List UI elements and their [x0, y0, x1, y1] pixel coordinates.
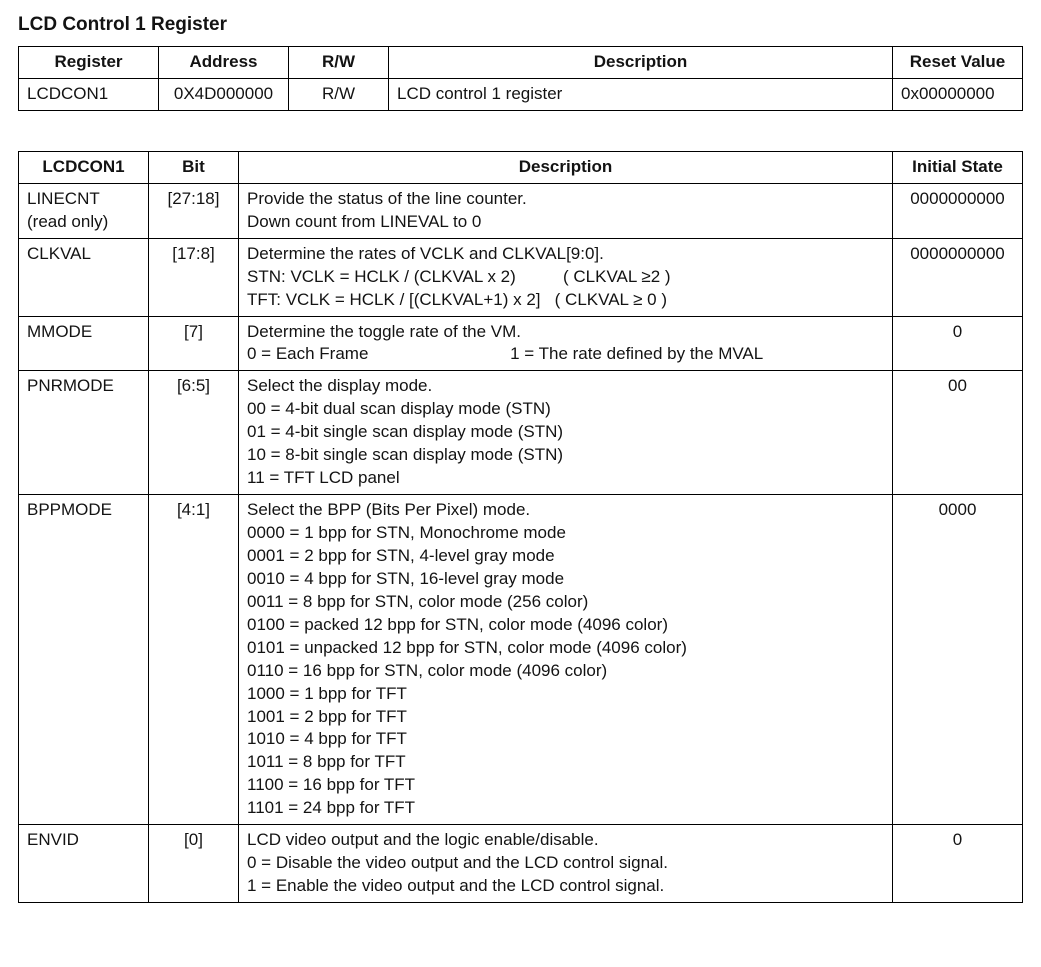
cell-rw: R/W — [289, 78, 389, 110]
cell-field-name: CLKVAL — [19, 238, 149, 316]
col-name: LCDCON1 — [19, 151, 149, 183]
col-reset-value: Reset Value — [893, 47, 1023, 79]
col-register: Register — [19, 47, 159, 79]
cell-field-name: PNRMODE — [19, 371, 149, 495]
col-address: Address — [159, 47, 289, 79]
table-header-row: LCDCON1 Bit Description Initial State — [19, 151, 1023, 183]
cell-initial-state: 00 — [893, 371, 1023, 495]
table-row: CLKVAL[17:8]Determine the rates of VCLK … — [19, 238, 1023, 316]
cell-bit: [7] — [149, 316, 239, 371]
cell-bit: [0] — [149, 825, 239, 903]
table-row: BPPMODE[4:1]Select the BPP (Bits Per Pix… — [19, 495, 1023, 825]
table-row: LCDCON1 0X4D000000 R/W LCD control 1 reg… — [19, 78, 1023, 110]
cell-description: LCD video output and the logic enable/di… — [239, 825, 893, 903]
cell-reset-value: 0x00000000 — [893, 78, 1023, 110]
cell-initial-state: 0000 — [893, 495, 1023, 825]
table-header-row: Register Address R/W Description Reset V… — [19, 47, 1023, 79]
register-summary-table: Register Address R/W Description Reset V… — [18, 46, 1023, 111]
col-description: Description — [389, 47, 893, 79]
col-description: Description — [239, 151, 893, 183]
cell-description: LCD control 1 register — [389, 78, 893, 110]
cell-description: Select the display mode. 00 = 4-bit dual… — [239, 371, 893, 495]
cell-description: Select the BPP (Bits Per Pixel) mode. 00… — [239, 495, 893, 825]
page-title: LCD Control 1 Register — [18, 14, 1023, 36]
cell-field-name: ENVID — [19, 825, 149, 903]
cell-initial-state: 0 — [893, 316, 1023, 371]
cell-bit: [6:5] — [149, 371, 239, 495]
cell-field-name: BPPMODE — [19, 495, 149, 825]
col-initial-state: Initial State — [893, 151, 1023, 183]
cell-address: 0X4D000000 — [159, 78, 289, 110]
cell-register: LCDCON1 — [19, 78, 159, 110]
cell-description: Determine the rates of VCLK and CLKVAL[9… — [239, 238, 893, 316]
cell-field-name: MMODE — [19, 316, 149, 371]
cell-initial-state: 0000000000 — [893, 238, 1023, 316]
cell-field-name: LINECNT (read only) — [19, 183, 149, 238]
bitfield-table: LCDCON1 Bit Description Initial State LI… — [18, 151, 1023, 903]
cell-initial-state: 0 — [893, 825, 1023, 903]
table-row: LINECNT (read only)[27:18]Provide the st… — [19, 183, 1023, 238]
table-row: PNRMODE[6:5]Select the display mode. 00 … — [19, 371, 1023, 495]
cell-bit: [4:1] — [149, 495, 239, 825]
cell-description: Determine the toggle rate of the VM. 0 =… — [239, 316, 893, 371]
table-row: ENVID[0]LCD video output and the logic e… — [19, 825, 1023, 903]
col-rw: R/W — [289, 47, 389, 79]
cell-bit: [17:8] — [149, 238, 239, 316]
table-row: MMODE[7]Determine the toggle rate of the… — [19, 316, 1023, 371]
cell-bit: [27:18] — [149, 183, 239, 238]
cell-initial-state: 0000000000 — [893, 183, 1023, 238]
cell-description: Provide the status of the line counter. … — [239, 183, 893, 238]
col-bit: Bit — [149, 151, 239, 183]
